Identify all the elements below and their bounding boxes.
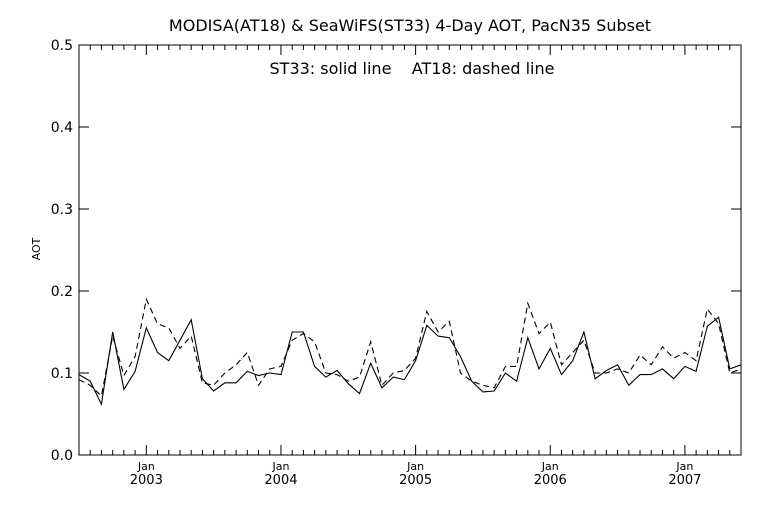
y-tick-label: 0.3 [51,202,73,218]
y-tick-label: 0.5 [51,38,73,54]
y-tick-label: 0.4 [51,120,73,136]
x-tick-year-label: 2007 [668,473,701,488]
series-layer [78,297,742,407]
x-tick-month-label: Jan [675,460,693,473]
series-line-st33 [78,316,742,407]
x-tick-year-label: 2003 [130,473,163,488]
series-line-at18 [78,297,742,398]
x-tick-year-label: 2006 [534,473,567,488]
y-axis-label: AOT [30,237,43,260]
plot-frame [78,44,742,456]
x-tick-month-label: Jan [137,460,155,473]
x-tick-month-label: Jan [271,460,289,473]
x-tick-year-label: 2005 [399,473,432,488]
x-tick-month-label: Jan [541,460,559,473]
y-tick-label: 0.1 [51,366,73,382]
line-style-annotation: ST33: solid line AT18: dashed line [270,59,555,78]
x-tick-month-label: Jan [406,460,424,473]
axes-frame: 0.00.10.20.30.40.5Jan2003Jan2004Jan2005J… [51,38,742,488]
chart-title: MODISA(AT18) & SeaWiFS(ST33) 4-Day AOT, … [169,16,651,35]
x-tick-year-label: 2004 [264,473,297,488]
y-tick-label: 0.0 [51,448,73,464]
y-tick-label: 0.2 [51,284,73,300]
